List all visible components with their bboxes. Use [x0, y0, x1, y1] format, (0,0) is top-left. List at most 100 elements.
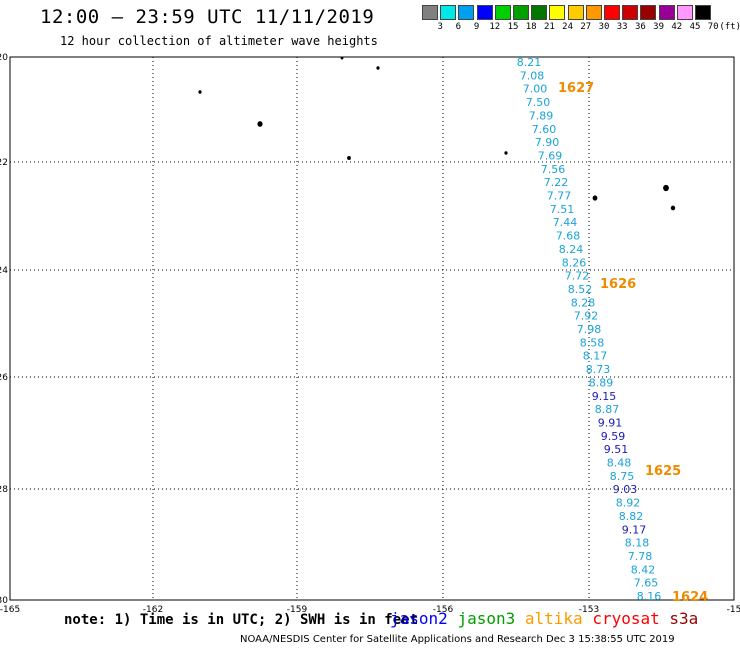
- note-text: note: 1) Time is in UTC; 2) SWH is in fe…: [64, 612, 419, 628]
- wave-height-label: 7.77: [547, 190, 572, 203]
- scale-swatch: [658, 5, 675, 20]
- x-tick-label: -165: [0, 605, 20, 615]
- wave-height-label: 7.89: [529, 109, 554, 122]
- map-subtitle: 12 hour collection of altimeter wave hei…: [60, 34, 378, 48]
- scale-label: 70: [707, 22, 719, 32]
- wave-height-label: 8.21: [517, 56, 542, 69]
- wave-height-label: 7.56: [541, 163, 566, 176]
- scale-label: 45: [689, 22, 701, 32]
- scale-swatch: [422, 5, 438, 20]
- wave-height-label: 7.98: [577, 323, 602, 336]
- scale-label: 3: [437, 22, 443, 32]
- scale-label: 27: [580, 22, 592, 32]
- scale-label: 12: [489, 22, 501, 32]
- map-frame: [9, 56, 735, 601]
- wave-height-label: 8.24: [559, 243, 584, 256]
- scale-label: 36: [634, 22, 646, 32]
- wave-height-label: 8.26: [562, 256, 587, 269]
- y-tick-label: -24: [0, 266, 8, 276]
- scale-swatch: [640, 5, 657, 20]
- satellite-name-cryosat: cryosat: [592, 609, 670, 628]
- x-tick-label: -15: [727, 605, 740, 615]
- satellite-name-jason2: jason2: [390, 609, 458, 628]
- scale-swatch: [476, 5, 493, 20]
- scale-label: 18: [525, 22, 537, 32]
- island-shape: [257, 121, 263, 127]
- map-title: 12:00 – 23:59 UTC 11/11/2019: [40, 6, 375, 28]
- wave-height-label: 7.69: [538, 149, 563, 162]
- scale-swatch: [622, 5, 639, 20]
- wave-height-label: 8.17: [583, 350, 608, 363]
- wave-height-label: 9.91: [598, 416, 623, 429]
- satellite-legend: jason2 jason3 altika cryosat s3a: [390, 609, 698, 628]
- scale-swatch: [494, 5, 511, 20]
- scale-swatch: [440, 5, 457, 20]
- wave-height-label: 7.68: [556, 230, 581, 243]
- orbit-number-label: 1624: [672, 590, 708, 605]
- scale-swatch: [549, 5, 566, 20]
- wave-height-label: 9.03: [613, 483, 638, 496]
- wave-height-label: 8.87: [595, 403, 620, 416]
- orbit-number-label: 1627: [558, 81, 594, 96]
- satellite-name-jason3: jason3: [457, 609, 525, 628]
- scale-swatch: [585, 5, 602, 20]
- y-tick-label: -26: [0, 373, 8, 383]
- wave-height-label: 8.52: [568, 283, 593, 296]
- wave-height-label: 8.92: [616, 497, 641, 510]
- island-shape: [663, 184, 669, 192]
- wave-height-label: 8.73: [586, 363, 611, 376]
- wave-height-label: 8.42: [631, 563, 656, 576]
- wave-height-label: 7.90: [535, 136, 560, 149]
- wave-height-label: 8.82: [619, 510, 644, 523]
- scale-label: 15: [507, 22, 519, 32]
- scale-label: 9: [473, 22, 480, 32]
- wave-height-label: 7.08: [520, 69, 545, 82]
- wave-height-label: 9.17: [622, 523, 647, 536]
- x-tick-label: -153: [579, 605, 599, 615]
- scale-unit: (ft): [719, 22, 740, 32]
- wave-height-label: 7.65: [634, 577, 659, 590]
- wave-height-label: 7.78: [628, 550, 653, 563]
- wave-height-label: 8.58: [580, 336, 605, 349]
- wave-height-label: 7.72: [565, 270, 590, 283]
- x-tick-label: -159: [287, 605, 308, 615]
- orbit-number-label: 1625: [645, 464, 681, 479]
- scale-swatch: [513, 5, 529, 20]
- scale-swatch: [567, 5, 584, 20]
- y-tick-label: -20: [0, 53, 8, 63]
- wave-height-label: 8.18: [625, 537, 650, 550]
- wave-height-label: 7.92: [574, 310, 599, 323]
- wave-height-label: 9.15: [592, 390, 617, 403]
- x-tick-label: -156: [433, 605, 454, 615]
- scale-label: 39: [653, 22, 665, 32]
- island-shape: [670, 205, 676, 211]
- scale-label: 30: [598, 22, 610, 32]
- wave-height-label: 8.89: [589, 376, 614, 389]
- scale-label: 6: [455, 22, 462, 32]
- wave-height-label: 8.28: [571, 296, 596, 309]
- wave-height-label: 7.50: [526, 96, 551, 109]
- island-shape: [504, 151, 508, 155]
- y-tick-label: -30: [0, 596, 8, 606]
- scale-swatch: [604, 5, 620, 20]
- footer-credit: NOAA/NESDIS Center for Satellite Applica…: [240, 634, 675, 645]
- scale-swatch: [695, 5, 711, 20]
- island-shape: [376, 66, 380, 70]
- wave-height-label: 7.51: [550, 203, 575, 216]
- orbit-number-label: 1626: [600, 277, 636, 292]
- wave-height-label: 7.22: [544, 176, 569, 189]
- scale-label: 42: [671, 22, 683, 32]
- scale-swatch: [676, 5, 693, 20]
- wave-height-label: 8.48: [607, 457, 632, 470]
- wave-height-label: 7.44: [553, 216, 578, 229]
- wave-height-label: 8.16: [637, 590, 662, 603]
- scale-label: 21: [543, 22, 555, 32]
- y-tick-label: -22: [0, 158, 8, 168]
- y-tick-label: -28: [0, 485, 8, 495]
- island-shape: [592, 195, 598, 201]
- scale-swatch: [531, 5, 548, 20]
- island-shape: [198, 90, 202, 94]
- wave-height-label: 7.60: [532, 123, 557, 136]
- wave-height-label: 8.75: [610, 470, 635, 483]
